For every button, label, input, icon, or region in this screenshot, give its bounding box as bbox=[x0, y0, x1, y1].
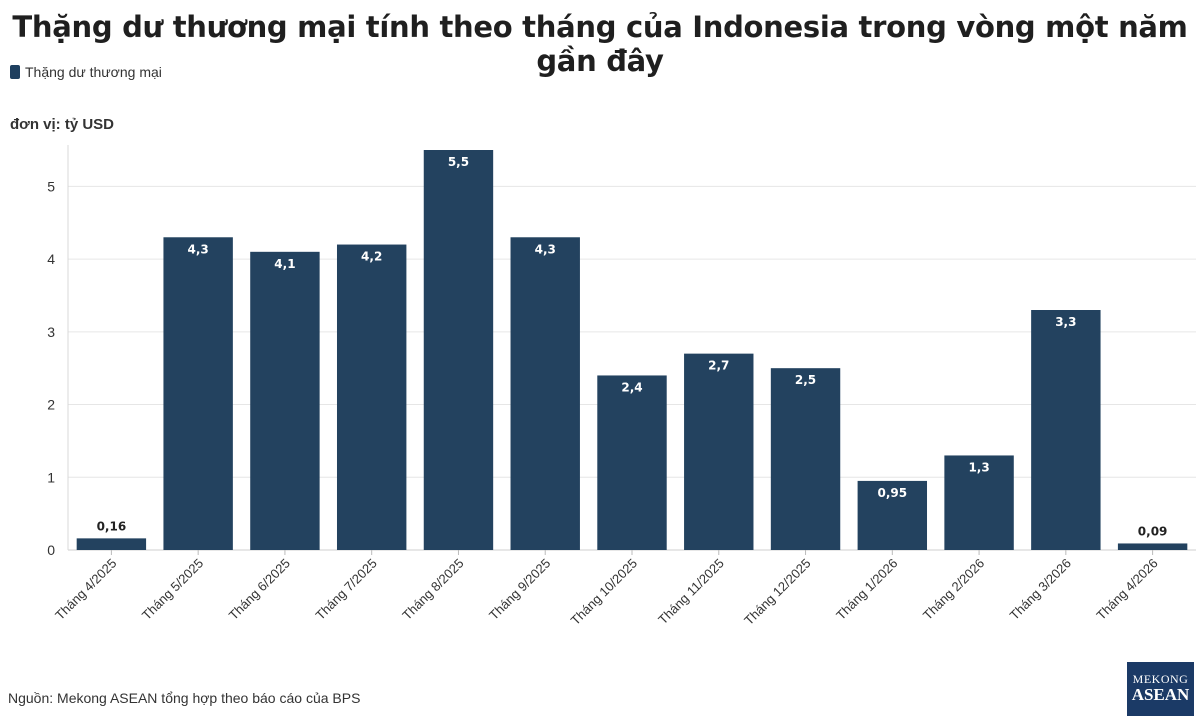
y-tick-label: 4 bbox=[47, 251, 55, 267]
x-tick-label: Tháng 12/2025 bbox=[741, 556, 813, 628]
unit-label: đơn vị: tỷ USD bbox=[10, 116, 115, 133]
mekong-asean-logo: MEKONG ASEAN bbox=[1127, 662, 1194, 716]
bar-data-label: 4,1 bbox=[274, 257, 295, 271]
bar[interactable] bbox=[1117, 543, 1188, 550]
legend[interactable]: Thặng dư thương mại bbox=[10, 64, 162, 80]
y-tick-label: 2 bbox=[47, 397, 55, 413]
x-tick-label: Tháng 11/2025 bbox=[655, 556, 727, 628]
bar-data-label: 4,2 bbox=[361, 250, 382, 264]
bar[interactable] bbox=[597, 375, 667, 550]
x-tick-label: Tháng 4/2025 bbox=[52, 556, 119, 623]
y-tick-label: 0 bbox=[47, 542, 55, 558]
bar-data-label: 0,09 bbox=[1138, 524, 1168, 538]
bar-data-label: 3,3 bbox=[1055, 315, 1076, 329]
bar-data-label: 4,3 bbox=[188, 242, 209, 256]
bar-data-label: 0,16 bbox=[97, 519, 127, 533]
bar[interactable] bbox=[770, 368, 841, 550]
chart-title: Thặng dư thương mại tính theo tháng của … bbox=[12, 10, 1188, 78]
source-note: Nguồn: Mekong ASEAN tổng hợp theo báo cá… bbox=[8, 690, 361, 706]
y-tick-label: 5 bbox=[47, 178, 55, 194]
logo-line2: ASEAN bbox=[1131, 685, 1190, 704]
bar[interactable] bbox=[250, 251, 320, 550]
bar[interactable] bbox=[76, 538, 147, 550]
bar[interactable] bbox=[336, 244, 407, 550]
bar-data-label: 1,3 bbox=[968, 460, 989, 474]
bar-data-label: 4,3 bbox=[535, 242, 556, 256]
bar-data-label: 2,7 bbox=[708, 359, 729, 373]
x-tick-label: Tháng 5/2025 bbox=[139, 556, 206, 623]
bar[interactable] bbox=[1031, 310, 1101, 550]
bar-data-label: 5,5 bbox=[448, 155, 469, 169]
x-tick-label: Tháng 1/2026 bbox=[833, 556, 900, 623]
x-tick-label: Tháng 2/2026 bbox=[920, 556, 987, 623]
bar[interactable] bbox=[163, 237, 233, 551]
x-tick-label: Tháng 6/2025 bbox=[226, 556, 293, 623]
x-tick-label: Tháng 9/2025 bbox=[486, 556, 553, 623]
x-tick-label: Tháng 7/2025 bbox=[312, 556, 379, 623]
bars: 0,16 4,3 4,1 4,2 5,5 4,3 2,4 2,7 2,5 0,95 1,3 3,3 0,… bbox=[76, 150, 1188, 551]
logo-line1: MEKONG bbox=[1132, 672, 1189, 686]
bar[interactable] bbox=[423, 150, 494, 550]
bar[interactable] bbox=[944, 455, 1014, 550]
bar[interactable] bbox=[857, 480, 928, 550]
bar-data-label: 2,5 bbox=[795, 373, 816, 387]
x-tick-label: Tháng 3/2026 bbox=[1007, 556, 1074, 623]
y-tick-label: 3 bbox=[47, 324, 55, 340]
x-axis: Tháng 4/2025 Tháng 5/2025 Tháng 6/2025 Thán… bbox=[52, 550, 1161, 628]
bar-data-label: 0,95 bbox=[878, 486, 908, 500]
x-tick-label: Tháng 10/2025 bbox=[568, 556, 640, 628]
x-tick-label: Tháng 8/2025 bbox=[399, 556, 466, 623]
bar[interactable] bbox=[684, 353, 754, 550]
y-tick-label: 1 bbox=[47, 469, 55, 485]
legend-swatch bbox=[10, 65, 20, 79]
legend-label: Thặng dư thương mại bbox=[25, 64, 162, 80]
bar-data-label: 2,4 bbox=[621, 380, 642, 394]
bar[interactable] bbox=[510, 237, 580, 551]
x-tick-label: Tháng 4/2026 bbox=[1093, 556, 1160, 623]
y-axis: 0 1 2 3 4 5 bbox=[47, 145, 69, 558]
